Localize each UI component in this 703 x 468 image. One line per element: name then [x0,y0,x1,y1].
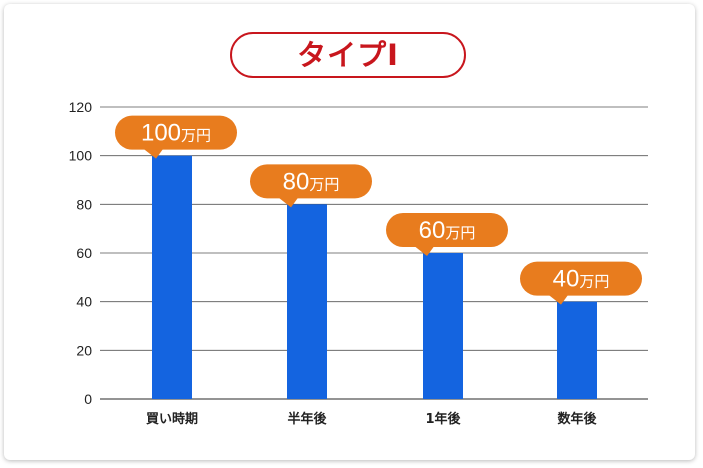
value-label: 40万円 [553,266,610,293]
value-label: 100万円 [141,120,211,147]
bar [557,301,597,399]
callout-pointer [413,245,435,256]
callout-pointer [142,147,164,159]
callout-bubble [115,115,237,150]
value-unit: 万円 [579,273,609,291]
y-tick-label: 100 [69,148,93,164]
chart-title-badge: タイプI [230,32,466,78]
y-tick-label: 60 [76,245,92,261]
callout-bubble [250,164,372,199]
bar [287,204,327,399]
chart-title: タイプI [297,37,399,72]
value-number: 80 [283,168,310,195]
x-category-label: 買い時期 [146,411,198,427]
x-category-label: 1年後 [425,411,461,427]
value-number: 60 [419,217,446,244]
x-category-label: 半年後 [287,411,327,427]
callout-pointer [547,293,569,305]
y-tick-label: 120 [69,99,93,115]
y-tick-label: 40 [76,294,92,310]
callout-bubble [386,213,508,247]
value-unit: 万円 [181,127,211,145]
value-number: 40 [553,266,580,293]
value-number: 100 [141,120,181,147]
callout-bubble [520,261,642,296]
value-unit: 万円 [445,224,475,242]
bar [152,155,192,399]
callout-pointer [277,196,299,208]
value-label: 80万円 [283,168,340,195]
bar [423,253,463,399]
y-tick-label: 80 [76,196,92,212]
x-category-label: 数年後 [557,411,597,427]
value-label: 60万円 [419,217,476,244]
y-tick-label: 20 [76,342,92,358]
value-unit: 万円 [309,175,339,193]
y-tick-label: 0 [84,391,92,407]
